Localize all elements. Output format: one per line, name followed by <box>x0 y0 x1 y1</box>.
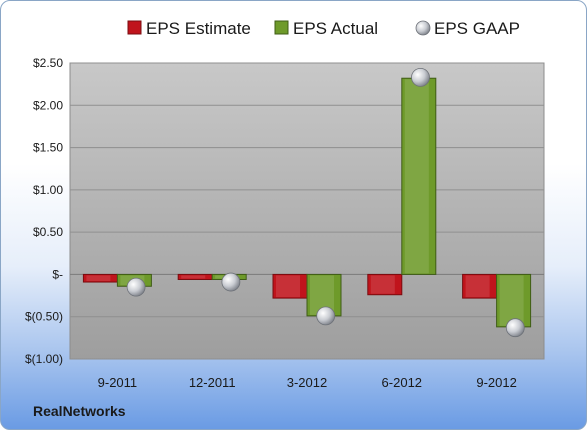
bars <box>82 77 532 328</box>
bar-highlight <box>181 275 206 279</box>
x-category-label: 6-2012 <box>382 375 422 390</box>
y-axis-ticks: $2.50 $2.00 $1.50 $1.00 $0.50 $- $(0.50) $(1.00… <box>25 56 63 366</box>
legend-actual-swatch <box>274 20 289 35</box>
x-category-label: 9-2012 <box>476 375 516 390</box>
eps-gaap-marker <box>126 277 146 297</box>
x-category-label: 12-2011 <box>189 375 236 390</box>
bar-highlight <box>404 79 429 274</box>
legend-gaap-swatch <box>415 20 431 36</box>
bar-highlight <box>499 275 524 326</box>
y-tick-label: $1.50 <box>33 141 63 155</box>
y-tick-label: $2.50 <box>33 56 63 70</box>
x-axis-categories: 9-2011 12-2011 3-2012 6-2012 9-2012 <box>98 375 517 390</box>
bar-highlight <box>86 275 111 282</box>
company-name: RealNetworks <box>33 403 126 419</box>
legend: EPS Estimate EPS Actual EPS GAAP <box>127 19 520 38</box>
legend-entry: EPS Estimate <box>146 19 251 38</box>
legend-entry: EPS GAAP <box>434 19 520 38</box>
eps-gaap-marker <box>505 318 525 338</box>
eps-gaap-marker <box>411 67 430 87</box>
y-tick-label: $0.50 <box>33 225 63 239</box>
bar-highlight <box>465 275 490 298</box>
bar-highlight <box>370 275 395 294</box>
x-category-label: 3-2012 <box>287 375 327 390</box>
eps-estimate-bar <box>367 273 403 296</box>
eps-gaap-marker <box>316 306 336 326</box>
x-category-label: 9-2011 <box>98 375 138 390</box>
eps-actual-bar <box>496 273 532 328</box>
legend-entry: EPS Actual <box>293 19 378 38</box>
y-tick-label: $- <box>52 267 63 281</box>
gaap-markers <box>126 67 525 338</box>
y-tick-label: $2.00 <box>33 98 63 112</box>
y-tick-label: $(0.50) <box>25 310 63 324</box>
eps-gaap-marker <box>221 272 241 292</box>
legend-estimate-swatch <box>127 20 142 35</box>
y-tick-label: $(1.00) <box>25 352 63 366</box>
bar-highlight <box>276 275 300 298</box>
y-tick-label: $1.00 <box>33 183 63 197</box>
